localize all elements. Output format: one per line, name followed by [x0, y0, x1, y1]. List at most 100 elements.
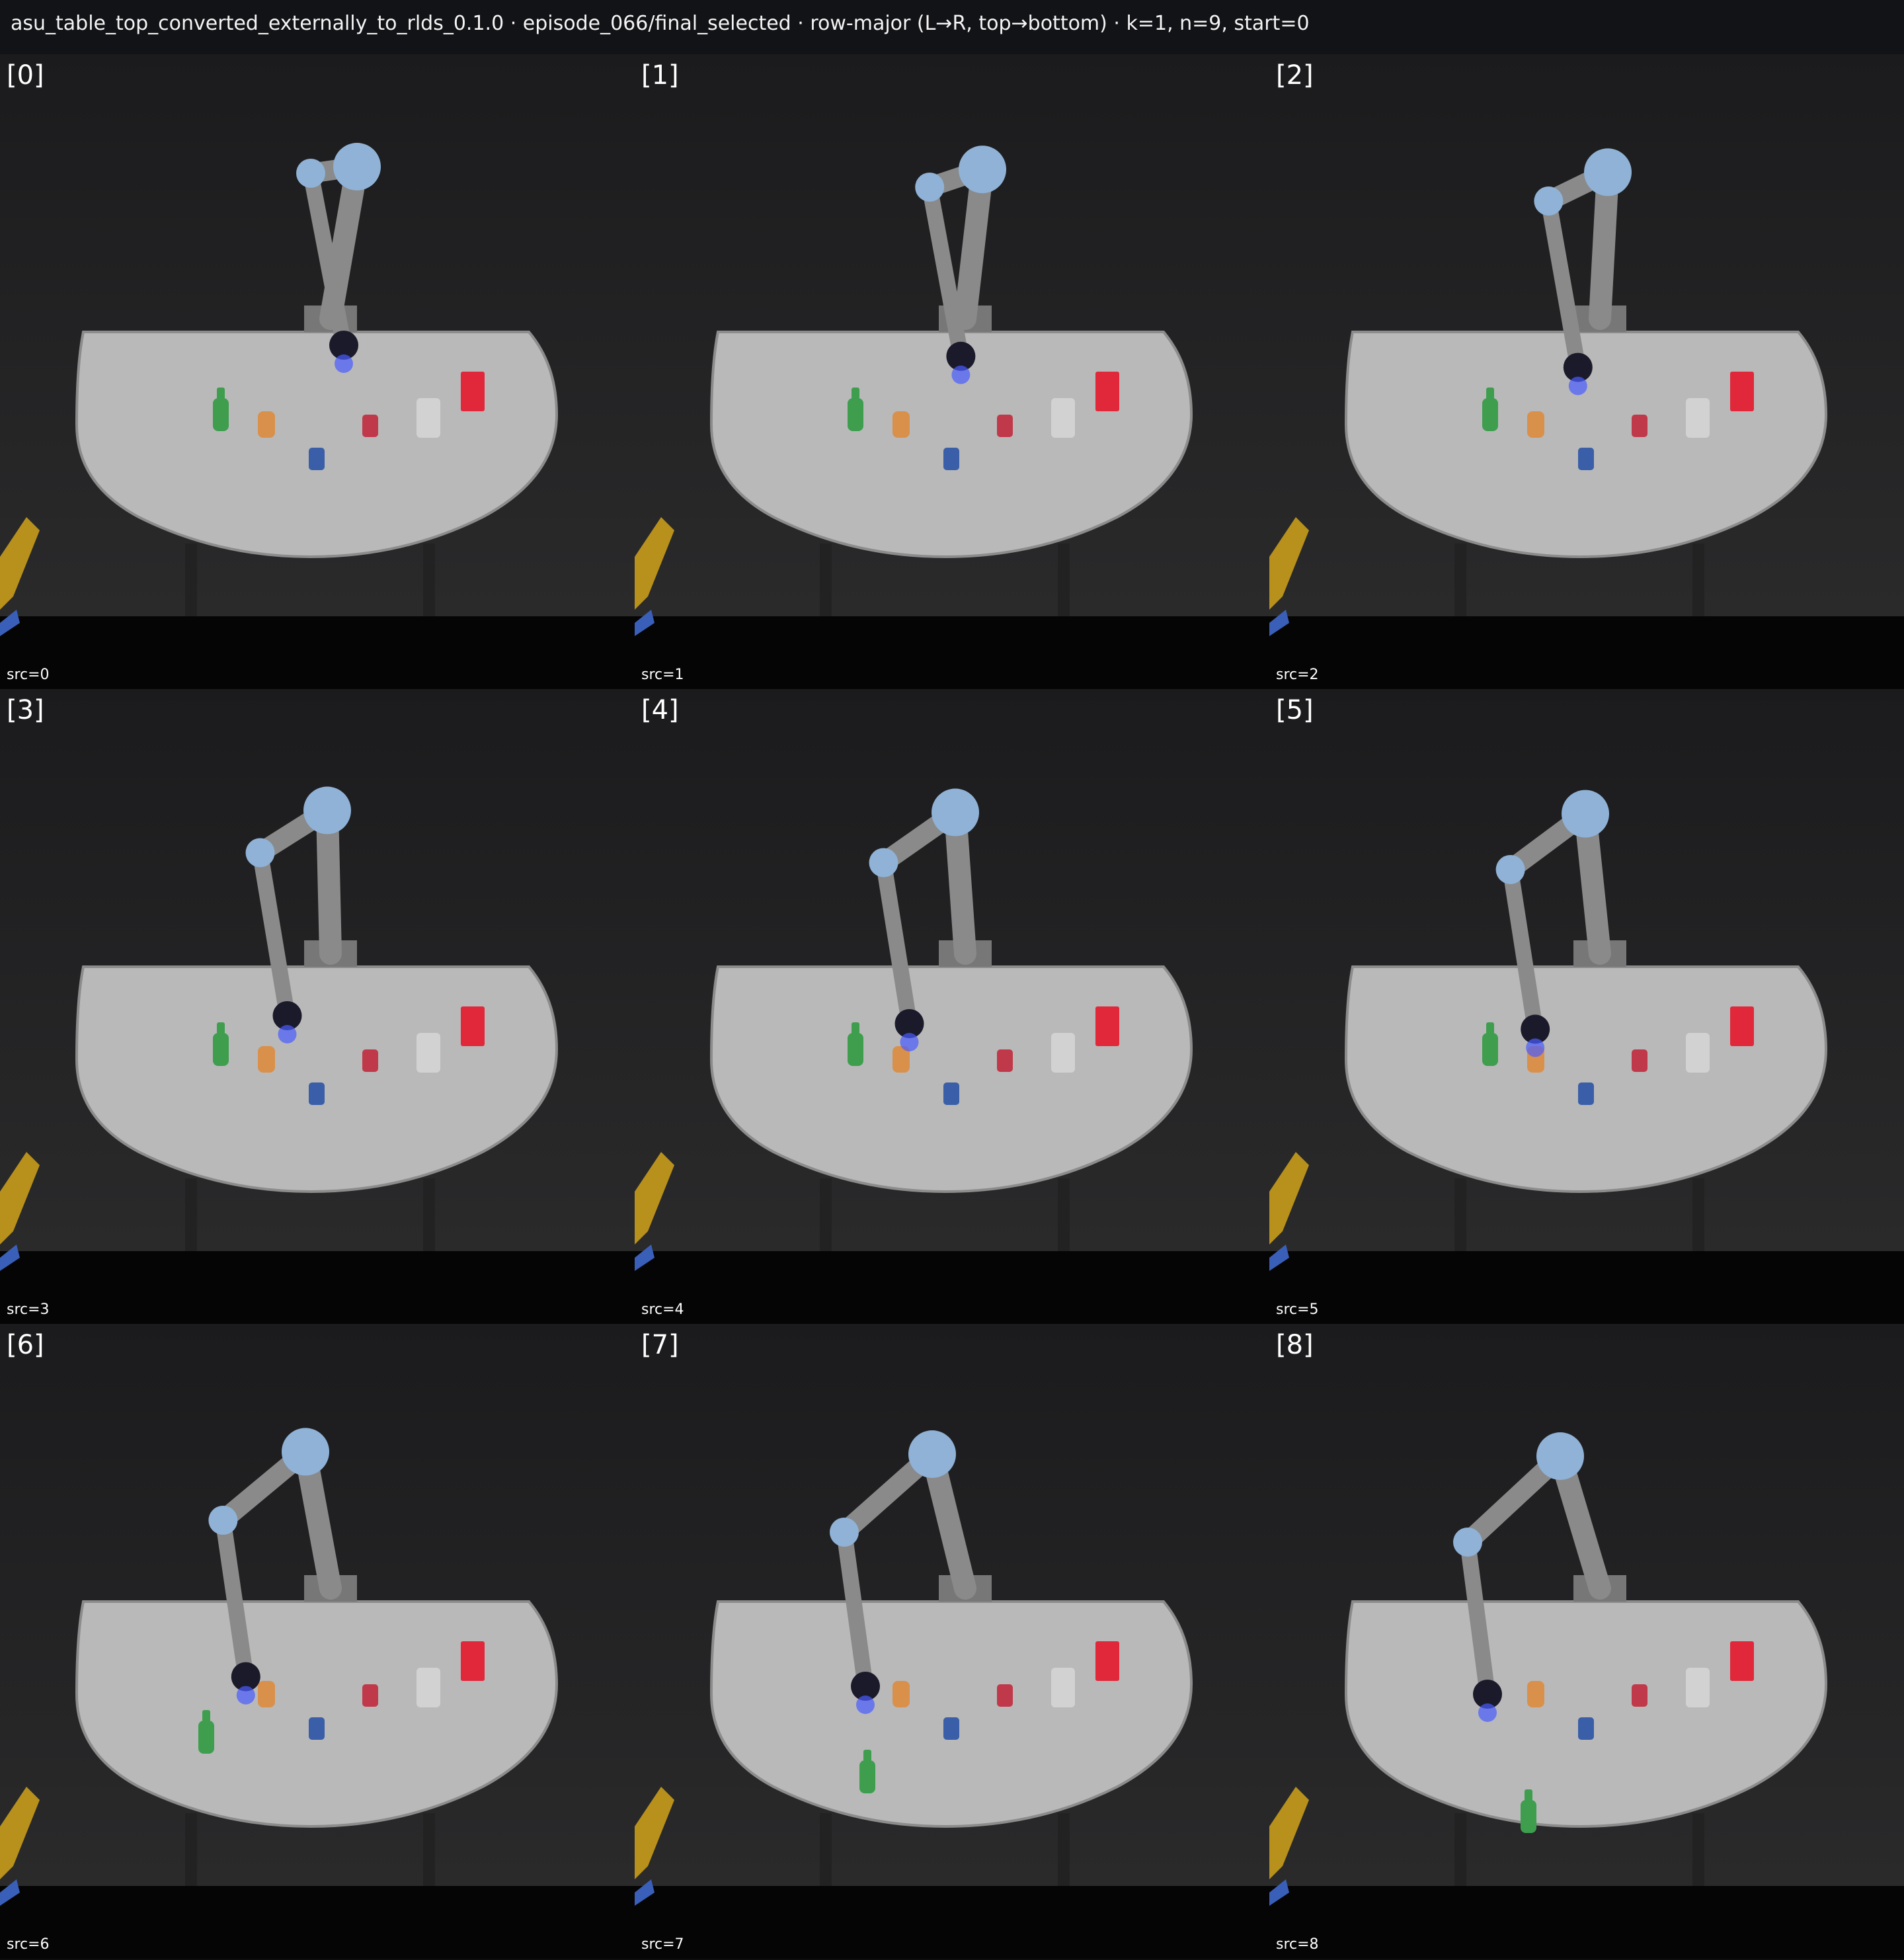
green-bottle-neck	[1525, 1789, 1532, 1801]
side-object	[0, 517, 40, 610]
side-blue-tape	[635, 1245, 654, 1271]
blue-can	[943, 1717, 959, 1740]
clear-cup	[416, 398, 440, 438]
side-object	[635, 1152, 674, 1245]
orange-bottle	[258, 1681, 275, 1707]
table-leg	[1692, 1178, 1704, 1251]
arm-joint	[1536, 1432, 1584, 1480]
frame-tile: [6] src=6	[0, 1324, 635, 1959]
frame-source-label: src=6	[7, 1936, 50, 1953]
green-bottle	[848, 398, 863, 431]
arm-link-forearm	[303, 165, 352, 353]
side-object	[1269, 1787, 1309, 1879]
green-bottle-neck	[202, 1710, 210, 1722]
orange-bottle	[1527, 411, 1544, 438]
arm-link-forearm	[1502, 862, 1544, 1038]
gripper-light	[856, 1695, 875, 1714]
arm-joint	[908, 1430, 956, 1478]
red-box	[1730, 1641, 1754, 1681]
green-bottle-neck	[863, 1750, 871, 1762]
red-can	[1632, 1049, 1647, 1072]
clear-cup	[1686, 1668, 1710, 1707]
orange-bottle	[892, 411, 910, 438]
table-top	[1344, 331, 1828, 559]
table-leg	[820, 544, 832, 616]
green-bottle-neck	[852, 1022, 859, 1034]
red-box	[461, 1641, 485, 1681]
gripper-light	[900, 1033, 919, 1051]
red-box	[1730, 372, 1754, 411]
bottom-strip	[635, 1251, 1269, 1324]
red-can	[1632, 1684, 1647, 1707]
frame-source-label: src=5	[1276, 1301, 1319, 1318]
bottom-strip	[0, 616, 635, 689]
red-can	[997, 1684, 1013, 1707]
side-blue-tape	[0, 1879, 20, 1906]
side-blue-tape	[1269, 1879, 1289, 1906]
robot-arm	[1453, 1432, 1626, 1722]
frame-index-label: [4]	[641, 695, 679, 725]
blue-can	[1578, 448, 1594, 470]
robot-arm	[830, 1430, 992, 1714]
blue-can	[309, 448, 325, 470]
red-can	[997, 415, 1013, 437]
gripper-light	[1478, 1703, 1497, 1722]
frame-source-label: src=0	[7, 667, 50, 683]
side-blue-tape	[1269, 610, 1289, 636]
orange-bottle	[892, 1681, 910, 1707]
red-box	[461, 1006, 485, 1046]
table-top	[1344, 965, 1828, 1194]
robot-arm	[1495, 790, 1626, 1057]
side-object	[635, 517, 674, 610]
table-top	[75, 331, 559, 559]
blue-can	[1578, 1717, 1594, 1740]
frame-tile: [3] src=3	[0, 689, 635, 1324]
frame-image	[1269, 689, 1904, 1324]
gripper-light	[335, 354, 353, 373]
robot-arm	[869, 788, 992, 1051]
green-bottle	[213, 1033, 229, 1066]
clear-cup	[416, 1668, 440, 1707]
table-top	[709, 331, 1193, 559]
green-bottle-neck	[1486, 388, 1494, 399]
arm-joint	[869, 848, 898, 878]
arm-joint	[303, 786, 351, 835]
arm-joint	[1562, 790, 1609, 838]
red-box	[1095, 1641, 1119, 1681]
table-leg	[1058, 1813, 1070, 1886]
page-title: asu_table_top_converted_externally_to_rl…	[11, 12, 1310, 35]
arm-link-forearm	[875, 854, 918, 1032]
table-leg	[1692, 544, 1704, 616]
red-can	[362, 415, 378, 437]
frame-image	[635, 1324, 1269, 1959]
clear-cup	[1686, 1033, 1710, 1073]
frame-source-label: src=4	[641, 1301, 684, 1318]
robot-arm	[1534, 148, 1632, 395]
blue-can	[943, 448, 959, 470]
table-leg	[423, 1178, 435, 1251]
orange-bottle	[1527, 1681, 1544, 1707]
bottom-strip	[635, 1886, 1269, 1959]
arm-link-forearm	[836, 1524, 873, 1694]
gripper-light	[236, 1686, 255, 1705]
gripper	[272, 1001, 302, 1030]
arm-link-forearm	[252, 844, 296, 1024]
frame-tile: [0] src=0	[0, 54, 635, 689]
red-box	[1095, 1006, 1119, 1046]
arm-joint	[830, 1518, 859, 1547]
side-blue-tape	[635, 1879, 654, 1906]
gripper	[329, 331, 358, 360]
gripper	[946, 341, 976, 371]
red-can	[1632, 415, 1647, 437]
frame-index-label: [1]	[641, 60, 679, 91]
frame-tile: [5] src=5	[1269, 689, 1904, 1324]
table-leg	[185, 544, 197, 616]
frame-grid: [0] src=0 [1] src=1 [2] src=2 [3] src=3 [4] src=4…	[0, 54, 1904, 1960]
green-bottle-neck	[217, 388, 225, 399]
arm-joint	[1534, 186, 1564, 216]
red-box	[1730, 1006, 1754, 1046]
green-bottle-neck	[852, 388, 859, 399]
frame-source-label: src=3	[7, 1301, 50, 1318]
bottom-strip	[0, 1886, 635, 1959]
blue-can	[943, 1082, 959, 1105]
